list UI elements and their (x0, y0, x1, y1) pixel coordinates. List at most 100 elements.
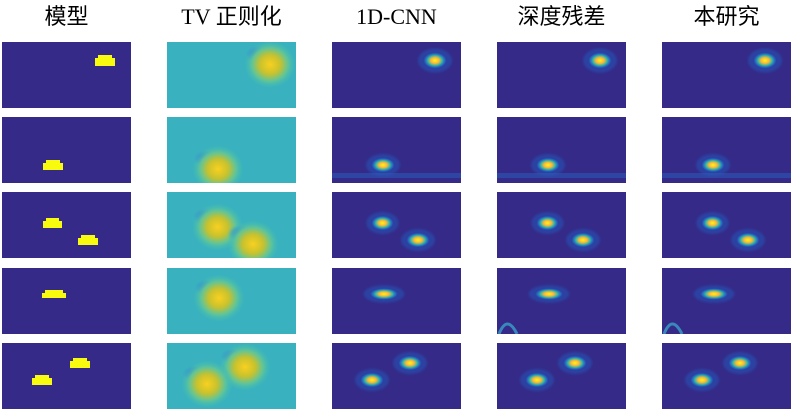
panel (662, 192, 791, 258)
hot-spot (360, 372, 384, 388)
column-title: TV 正则化 (181, 4, 281, 29)
panel (2, 117, 131, 183)
artifact (662, 322, 684, 334)
column-title: 深度残差 (517, 4, 605, 29)
panel-content (662, 192, 791, 258)
hot-spot (423, 52, 447, 69)
panel-bg (332, 117, 461, 183)
column-title: 1D-CNN (356, 4, 437, 29)
panel-bg (332, 343, 461, 409)
panel-content (497, 192, 626, 258)
anomaly (32, 375, 52, 385)
hot-spot (369, 288, 399, 300)
panel-content (662, 343, 791, 409)
panel (2, 268, 131, 334)
panel (497, 192, 626, 258)
hot-spot (701, 215, 724, 231)
panel (662, 117, 791, 183)
panel-content (332, 343, 461, 409)
panel-bg (332, 268, 461, 334)
hot-spot (571, 232, 595, 248)
panel-content (497, 42, 626, 108)
panel-content (167, 343, 296, 409)
artifact (497, 173, 626, 178)
panel-bg (2, 117, 131, 183)
panel (332, 192, 461, 258)
artifact (332, 173, 461, 178)
artifact (497, 322, 519, 334)
anomaly (42, 290, 66, 298)
panel-content (332, 268, 461, 334)
panel (662, 42, 791, 108)
panel-content (497, 343, 626, 409)
panel (167, 117, 296, 183)
hot-spot (588, 52, 612, 69)
panel (332, 268, 461, 334)
anomaly (43, 160, 63, 170)
anomaly (95, 55, 115, 66)
hot-spot (701, 157, 725, 173)
panel (497, 117, 626, 183)
panel (2, 42, 131, 108)
artifact (662, 173, 791, 178)
hot-spot (398, 355, 422, 371)
column-title: 本研究 (693, 4, 759, 29)
hot-spot (192, 145, 244, 183)
panel (167, 268, 296, 334)
panel-bg (2, 343, 131, 409)
panel-content (2, 192, 131, 258)
panel-content (2, 117, 131, 183)
hot-spot (525, 372, 549, 388)
panel-content (2, 343, 131, 409)
hot-spot (563, 355, 587, 371)
panel-content (332, 192, 461, 258)
hot-spot (736, 232, 760, 248)
panel (497, 343, 626, 409)
panel-content (662, 42, 791, 108)
hot-spot (193, 274, 245, 322)
panel-content (497, 268, 626, 334)
panel-bg (662, 117, 791, 183)
hot-spot (728, 355, 752, 371)
panel (332, 117, 461, 183)
panel-bg (2, 42, 131, 108)
panel-bg (497, 343, 626, 409)
hot-spot (371, 157, 395, 173)
hot-spot (227, 220, 279, 258)
panel (332, 343, 461, 409)
hot-spot (406, 232, 430, 248)
hot-spot (534, 288, 564, 300)
column-title: 模型 (44, 4, 88, 29)
panel (497, 268, 626, 334)
hot-spot (699, 288, 729, 300)
panel (167, 42, 296, 108)
panel (167, 192, 296, 258)
hot-spot (536, 215, 559, 231)
panel (167, 343, 296, 409)
hot-spot (753, 52, 777, 69)
panel (497, 42, 626, 108)
anomaly (70, 358, 90, 368)
panel-content (167, 117, 296, 183)
panel-content (167, 268, 296, 334)
hot-spot (536, 157, 560, 173)
panel-content (662, 117, 791, 183)
panel-content (332, 42, 461, 108)
panel (2, 192, 131, 258)
panel (662, 343, 791, 409)
panel-bg (497, 268, 626, 334)
panel-bg (2, 192, 131, 258)
panel (2, 343, 131, 409)
panel-content (167, 42, 296, 108)
hot-spot (181, 360, 233, 408)
hot-spot (371, 215, 394, 231)
panel-content (497, 117, 626, 183)
panel-bg (662, 343, 791, 409)
panel (332, 42, 461, 108)
panel-bg (497, 117, 626, 183)
panel-bg (662, 268, 791, 334)
panel (662, 268, 791, 334)
panel-content (662, 268, 791, 334)
